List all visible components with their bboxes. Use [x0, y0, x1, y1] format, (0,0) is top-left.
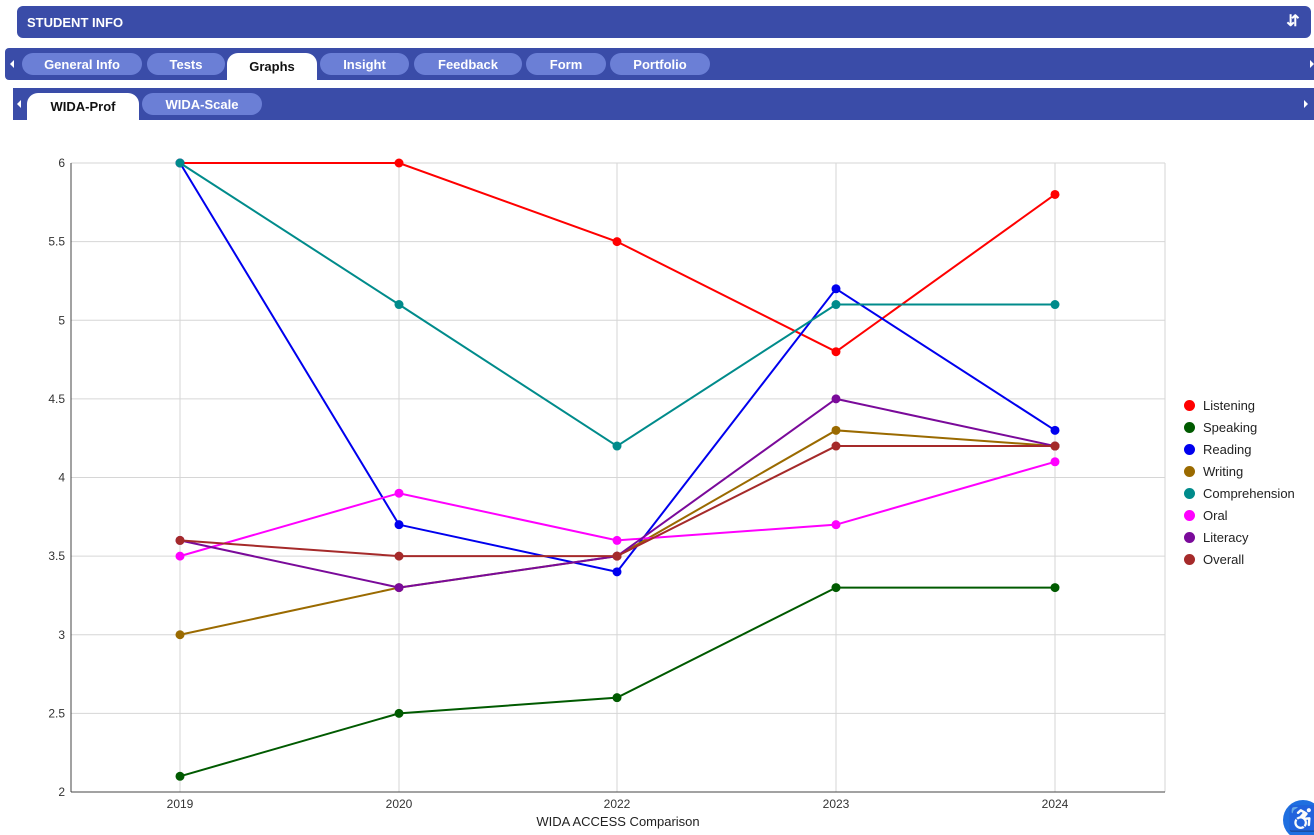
legend-label: Comprehension [1203, 485, 1295, 501]
data-point-speaking [612, 693, 622, 703]
y-tick-label: 3 [58, 628, 65, 642]
tab-scroll-left-icon[interactable] [10, 60, 14, 68]
data-point-comprehension [1050, 300, 1060, 310]
legend-marker [1184, 531, 1195, 543]
y-tick-label: 5 [58, 313, 65, 327]
legend-label: Literacy [1203, 529, 1249, 545]
y-tick-label: 5.5 [48, 235, 65, 249]
legend-marker [1184, 553, 1195, 565]
data-point-reading [394, 520, 404, 530]
y-tick-label: 2 [58, 785, 65, 799]
y-tick-label: 3.5 [48, 549, 65, 563]
data-point-speaking [1050, 583, 1060, 593]
legend-item-comprehension[interactable]: Comprehension [1184, 482, 1295, 504]
data-point-oral [831, 520, 841, 530]
data-point-speaking [831, 583, 841, 593]
data-point-oral [175, 551, 185, 561]
tab-tests[interactable]: Tests [147, 53, 225, 75]
legend-label: Reading [1203, 441, 1252, 457]
legend-marker [1184, 399, 1195, 411]
legend-item-literacy[interactable]: Literacy [1184, 526, 1295, 548]
accessibility-icon[interactable]: ♿ [1283, 800, 1314, 835]
y-tick-label: 2.5 [48, 706, 65, 720]
x-tick-label: 2019 [167, 797, 194, 811]
legend-item-reading[interactable]: Reading [1184, 438, 1295, 460]
data-point-speaking [394, 708, 404, 718]
data-point-writing [175, 630, 185, 640]
legend-label: Overall [1203, 551, 1245, 567]
data-point-listening [612, 237, 622, 247]
data-point-writing [831, 425, 841, 435]
y-tick-label: 4 [58, 471, 65, 485]
data-point-oral [394, 488, 404, 498]
legend-label: Oral [1203, 507, 1228, 523]
y-tick-label: 4.5 [48, 392, 65, 406]
data-point-reading [1050, 425, 1060, 435]
legend-item-speaking[interactable]: Speaking [1184, 416, 1295, 438]
x-tick-label: 2024 [1042, 797, 1069, 811]
refresh-icon[interactable]: ⇵ [1286, 13, 1300, 30]
data-point-reading [831, 284, 841, 294]
tab-insight[interactable]: Insight [320, 53, 409, 75]
line-chart: 2 2.5 3 3.5 4 4.5 5 5.5 6 2019 2020 2022 2023 2024 WID… [48, 156, 1166, 829]
data-point-reading [612, 567, 622, 577]
legend-item-listening[interactable]: Listening [1184, 394, 1295, 416]
x-axis-label: WIDA ACCESS Comparison [536, 814, 699, 829]
subtab-scroll-right-icon[interactable] [1304, 100, 1308, 108]
y-tick-label: 6 [58, 156, 65, 170]
data-point-literacy [831, 394, 841, 404]
legend-label: Listening [1203, 397, 1256, 413]
tab-graphs[interactable]: Graphs [227, 53, 317, 80]
data-point-overall [831, 441, 841, 451]
subtab-scroll-left-icon[interactable] [17, 100, 21, 108]
chart-legend: Listening Speaking Reading Writing Comprehen… [1184, 394, 1295, 570]
x-tick-label: 2023 [823, 797, 850, 811]
legend-marker [1184, 443, 1195, 455]
header-title: STUDENT INFO [27, 14, 124, 30]
data-point-overall [612, 551, 622, 561]
data-point-comprehension [612, 441, 622, 451]
legend-marker [1184, 421, 1195, 433]
tab-feedback[interactable]: Feedback [414, 53, 522, 75]
tab-scroll-right-icon[interactable] [1310, 60, 1314, 68]
data-point-comprehension [175, 158, 185, 168]
legend-marker [1184, 465, 1195, 477]
legend-marker [1184, 509, 1195, 521]
legend-item-oral[interactable]: Oral [1184, 504, 1295, 526]
data-point-oral [612, 535, 622, 545]
data-point-comprehension [831, 300, 841, 310]
data-point-overall [1050, 441, 1060, 451]
tab-form[interactable]: Form [526, 53, 606, 75]
subtab-wida-prof[interactable]: WIDA-Prof [27, 93, 139, 120]
data-point-overall [394, 551, 404, 561]
data-point-listening [1050, 189, 1060, 199]
x-tick-label: 2022 [604, 797, 631, 811]
subtab-wida-scale[interactable]: WIDA-Scale [142, 93, 262, 115]
tab-portfolio[interactable]: Portfolio [610, 53, 710, 75]
legend-label: Writing [1203, 463, 1244, 479]
data-point-literacy [394, 583, 404, 593]
sub-tab-bar: WIDA-Prof WIDA-Scale [13, 88, 1314, 120]
data-point-speaking [175, 771, 185, 781]
data-point-listening [831, 347, 841, 357]
legend-item-writing[interactable]: Writing [1184, 460, 1295, 482]
data-point-overall [175, 535, 185, 545]
legend-item-overall[interactable]: Overall [1184, 548, 1295, 570]
x-tick-label: 2020 [386, 797, 413, 811]
wida-chart: 2 2.5 3 3.5 4 4.5 5 5.5 6 2019 2020 2022 2023 2024 WID… [0, 120, 1314, 835]
tab-general-info[interactable]: General Info [22, 53, 142, 75]
data-point-listening [394, 158, 404, 168]
student-info-header: STUDENT INFO ⇵ [17, 6, 1311, 38]
main-tab-bar: General Info Tests Graphs Insight Feedba… [5, 48, 1314, 80]
legend-label: Speaking [1203, 419, 1258, 435]
data-point-comprehension [394, 300, 404, 310]
legend-marker [1184, 487, 1195, 499]
data-point-oral [1050, 457, 1060, 467]
